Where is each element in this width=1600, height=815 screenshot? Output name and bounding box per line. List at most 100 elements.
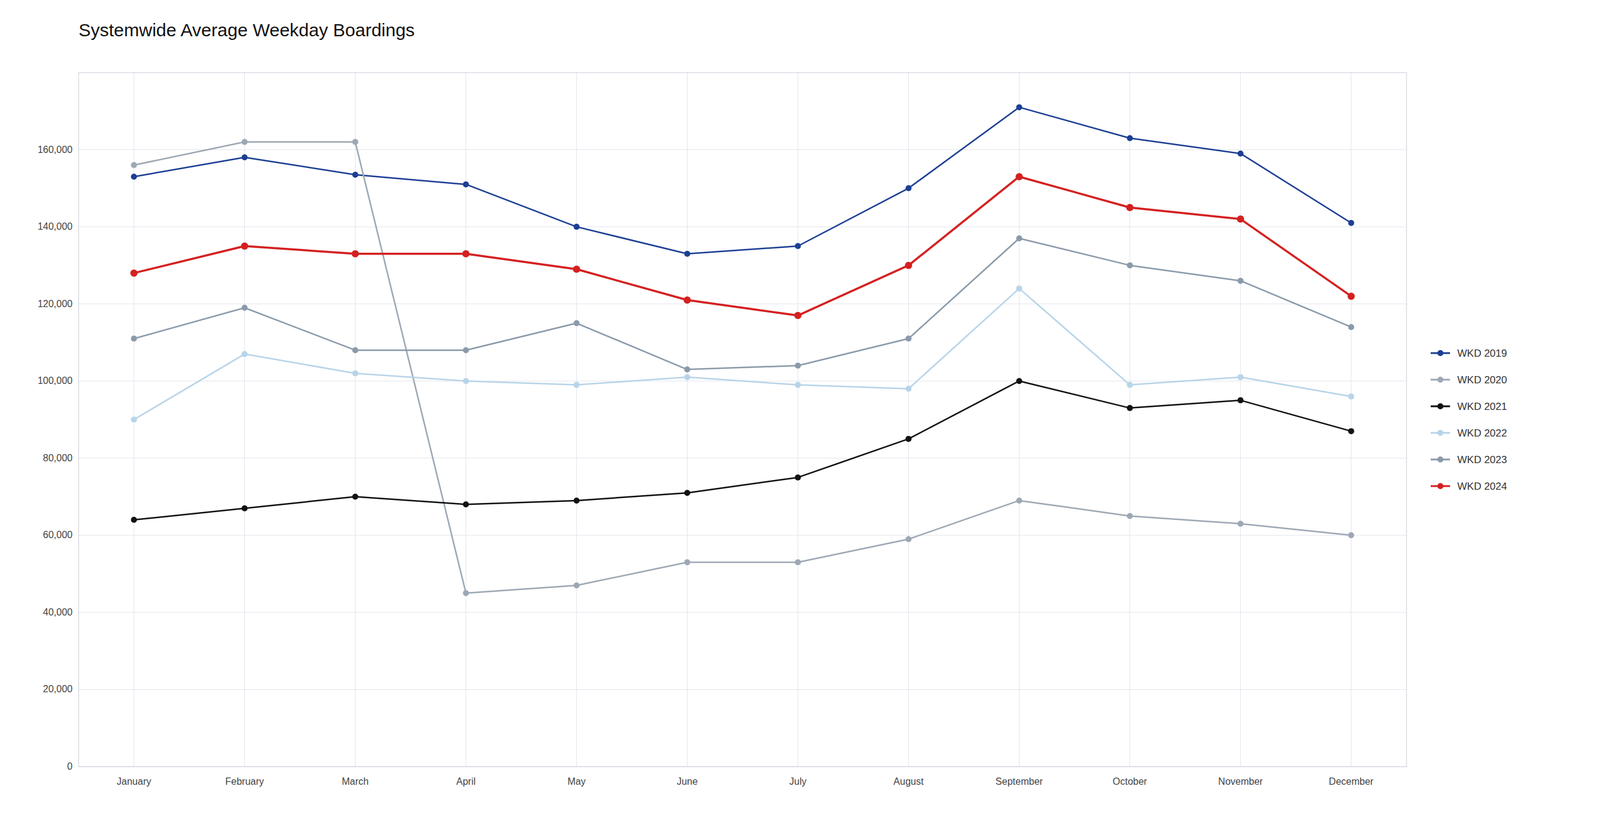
data-point: [1016, 104, 1023, 111]
data-point: [573, 497, 580, 504]
x-grid-line: [576, 72, 577, 767]
data-point: [1127, 405, 1134, 412]
data-point: [352, 139, 359, 146]
data-point: [463, 181, 470, 188]
data-point: [463, 590, 470, 597]
x-tick-label: June: [676, 776, 698, 787]
data-point: [1015, 172, 1024, 181]
data-point: [683, 296, 692, 304]
data-point: [352, 347, 359, 354]
x-tick-label: February: [224, 776, 264, 787]
data-point: [1016, 377, 1023, 384]
data-point: [684, 374, 691, 381]
legend-label: WKD 2019: [1457, 347, 1507, 360]
data-point: [1347, 292, 1356, 300]
data-point: [1237, 277, 1244, 284]
data-point: [795, 559, 802, 566]
legend-label: WKD 2021: [1457, 400, 1507, 413]
data-point: [1237, 520, 1244, 527]
data-point: [463, 347, 470, 354]
data-point: [905, 261, 913, 270]
data-point: [684, 366, 691, 373]
data-point: [795, 382, 802, 389]
data-point: [794, 312, 802, 320]
x-tick-label: January: [116, 776, 152, 787]
data-point: [1127, 134, 1134, 141]
y-tick-label: 120,000: [37, 298, 73, 309]
series-line: [134, 176, 1352, 316]
x-tick-label: May: [567, 776, 586, 787]
data-point: [1237, 374, 1244, 381]
data-point: [573, 382, 580, 389]
x-grid-line: [797, 72, 799, 767]
data-point: [573, 582, 580, 589]
data-point: [795, 474, 802, 481]
y-grid-line: [78, 226, 1407, 228]
data-point: [1237, 215, 1245, 223]
legend-label: WKD 2022: [1457, 427, 1507, 440]
data-point: [352, 370, 359, 377]
legend-marker: [1437, 403, 1444, 410]
y-tick-label: 100,000: [37, 375, 73, 386]
data-point: [684, 559, 691, 566]
series: [130, 172, 1356, 320]
data-point: [1127, 512, 1134, 519]
chart: Systemwide Average Weekday Boardings020,…: [0, 0, 1600, 815]
legend-marker: [1437, 483, 1444, 490]
data-point: [1237, 397, 1244, 404]
data-point: [1126, 203, 1134, 212]
y-tick-label: 80,000: [42, 452, 73, 464]
series: [131, 235, 1355, 373]
data-point: [1237, 150, 1244, 157]
data-point: [241, 304, 248, 311]
series: [131, 285, 1355, 423]
data-point: [573, 223, 580, 230]
series-line: [134, 107, 1352, 254]
data-point: [1016, 497, 1023, 504]
data-point: [905, 185, 912, 192]
data-point: [241, 351, 248, 358]
x-grid-line: [1350, 72, 1352, 767]
data-point: [241, 154, 248, 161]
y-tick-label: 160,000: [37, 144, 73, 155]
data-point: [1348, 532, 1355, 539]
data-point: [131, 335, 138, 342]
title: Systemwide Average Weekday Boardings: [78, 19, 415, 40]
data-area: [130, 104, 1356, 597]
data-point: [131, 173, 138, 180]
data-point: [1348, 428, 1355, 435]
y-grid-line: [78, 689, 1407, 690]
data-point: [1348, 324, 1355, 331]
data-point: [905, 536, 912, 543]
y-tick-label: 140,000: [37, 221, 73, 232]
y-tick-label: 60,000: [42, 529, 73, 540]
data-point: [241, 139, 248, 146]
data-point: [905, 335, 912, 342]
y-grid-line: [78, 611, 1407, 613]
data-point: [462, 250, 470, 258]
y-grid-line: [78, 303, 1407, 305]
series: [131, 104, 1355, 257]
series-line: [134, 238, 1352, 370]
data-point: [352, 171, 359, 178]
series: [131, 377, 1355, 524]
data-point: [1016, 285, 1023, 292]
data-point: [463, 501, 470, 508]
data-point: [795, 362, 802, 369]
legend: WKD 2019WKD 2020WKD 2021WKD 2022WKD 2023…: [1430, 347, 1507, 493]
data-point: [241, 505, 248, 512]
data-point: [1127, 262, 1134, 269]
x-grid-line: [465, 72, 467, 767]
data-point: [573, 320, 580, 327]
y-tick-label: 0: [67, 761, 73, 772]
x-tick-label: December: [1329, 776, 1374, 787]
x-grid-line: [686, 72, 688, 767]
series: [131, 139, 1355, 597]
legend-marker: [1437, 456, 1444, 463]
data-point: [241, 242, 249, 250]
grid: [78, 72, 1407, 767]
x-tick-label: April: [455, 776, 476, 787]
data-point: [905, 385, 912, 392]
x-tick-label: November: [1218, 776, 1264, 787]
series-line: [134, 380, 1352, 521]
